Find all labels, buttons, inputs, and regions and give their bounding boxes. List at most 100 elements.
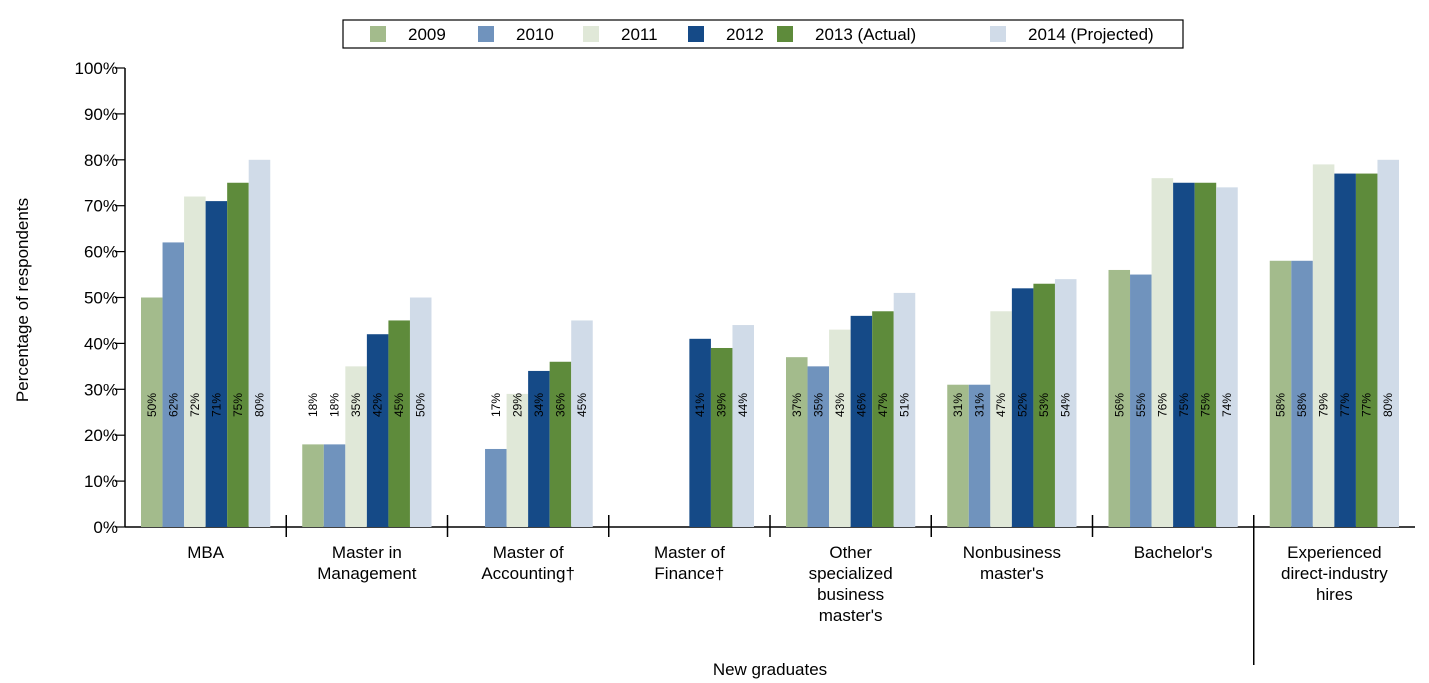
data-label: 47%	[994, 393, 1008, 417]
data-label: 18%	[328, 393, 342, 417]
data-label: 29%	[510, 393, 524, 417]
bar	[732, 325, 754, 527]
legend-label: 2013 (Actual)	[815, 25, 916, 44]
bar	[893, 292, 916, 527]
bar	[1377, 159, 1399, 528]
bar	[1054, 279, 1077, 527]
data-label: 52%	[1016, 393, 1030, 417]
data-label: 58%	[1295, 393, 1309, 417]
data-label: 36%	[553, 393, 567, 417]
legend-label: 2010	[516, 25, 554, 44]
bar	[506, 393, 529, 527]
bar	[388, 320, 410, 527]
legend-swatch	[777, 26, 793, 42]
data-label: 34%	[532, 393, 546, 417]
bar	[528, 370, 550, 527]
data-label: 42%	[371, 393, 385, 417]
bar	[1194, 182, 1217, 527]
bar	[689, 338, 711, 527]
bar	[1173, 182, 1195, 527]
bar	[1108, 269, 1131, 527]
bar	[485, 448, 507, 527]
bar	[323, 444, 346, 527]
y-tick-label: 40%	[84, 334, 118, 353]
bar	[1011, 288, 1034, 527]
bar	[1355, 173, 1378, 527]
bar	[990, 311, 1012, 527]
data-label: 76%	[1155, 393, 1169, 417]
data-label: 31%	[951, 393, 965, 417]
x-tick-label: Master in Management	[317, 543, 417, 583]
y-tick-label: 70%	[84, 197, 118, 216]
legend-swatch	[478, 26, 494, 42]
legend-label: 2011	[621, 25, 658, 44]
data-label: 39%	[715, 393, 729, 417]
legend-box	[342, 19, 1184, 49]
y-tick-label: 10%	[84, 472, 118, 491]
bar	[850, 315, 873, 527]
bar	[549, 361, 572, 527]
bar	[829, 329, 851, 527]
data-label: 50%	[145, 393, 159, 417]
y-tick-label: 30%	[84, 380, 118, 399]
data-label: 80%	[252, 393, 266, 417]
data-label: 50%	[414, 393, 428, 417]
data-label: 77%	[1338, 393, 1352, 417]
bar	[1312, 164, 1335, 527]
bar	[1033, 283, 1055, 527]
data-label: 75%	[231, 393, 245, 417]
bar	[786, 357, 808, 527]
data-label: 72%	[188, 393, 202, 417]
bar	[1291, 260, 1313, 527]
bar	[248, 159, 271, 528]
bar	[571, 320, 593, 527]
bar	[947, 384, 969, 527]
data-label: 80%	[1381, 393, 1395, 417]
data-label: 77%	[1360, 393, 1374, 417]
bar	[1334, 173, 1356, 527]
data-label: 58%	[1274, 393, 1288, 417]
bar	[710, 347, 733, 527]
data-label: 62%	[166, 393, 180, 417]
data-label: 56%	[1112, 393, 1126, 417]
data-label: 74%	[1220, 393, 1234, 417]
data-label: 37%	[790, 393, 804, 417]
data-label: 41%	[693, 393, 707, 417]
data-label: 35%	[349, 393, 363, 417]
y-tick-label: 90%	[84, 105, 118, 124]
data-label: 45%	[392, 393, 406, 417]
x-tick-label: Experienced direct-industry hires	[1280, 543, 1388, 604]
x-tick-label: Nonbusiness master's	[962, 543, 1062, 583]
data-label: 51%	[897, 393, 911, 417]
legend-label: 2012	[726, 25, 764, 44]
y-tick-label: 50%	[84, 289, 118, 308]
bar	[162, 242, 185, 528]
data-label: 31%	[973, 393, 987, 417]
bar	[205, 201, 228, 528]
x-tick-label: Bachelor's	[1133, 543, 1213, 562]
legend-swatch	[688, 26, 704, 42]
bar	[141, 297, 163, 527]
data-label: 54%	[1059, 393, 1073, 417]
y-tick-label: 0%	[93, 518, 118, 537]
legend-label: 2014 (Projected)	[1028, 25, 1154, 44]
x-tick-label: Other specialized business master's	[808, 543, 893, 625]
bar	[872, 311, 894, 527]
bar	[1130, 274, 1152, 527]
x-tick-label: MBA	[187, 543, 225, 562]
data-label: 71%	[209, 393, 223, 417]
data-label: 17%	[489, 393, 503, 417]
y-tick-label: 60%	[84, 243, 118, 262]
data-label: 18%	[306, 393, 320, 417]
data-label: 47%	[876, 393, 890, 417]
data-label: 75%	[1198, 393, 1212, 417]
bar	[184, 196, 206, 527]
bar	[807, 366, 830, 527]
data-label: 79%	[1317, 393, 1331, 417]
bar	[1269, 260, 1292, 527]
bar	[302, 444, 324, 527]
bar	[1151, 178, 1174, 527]
data-label: 46%	[854, 393, 868, 417]
